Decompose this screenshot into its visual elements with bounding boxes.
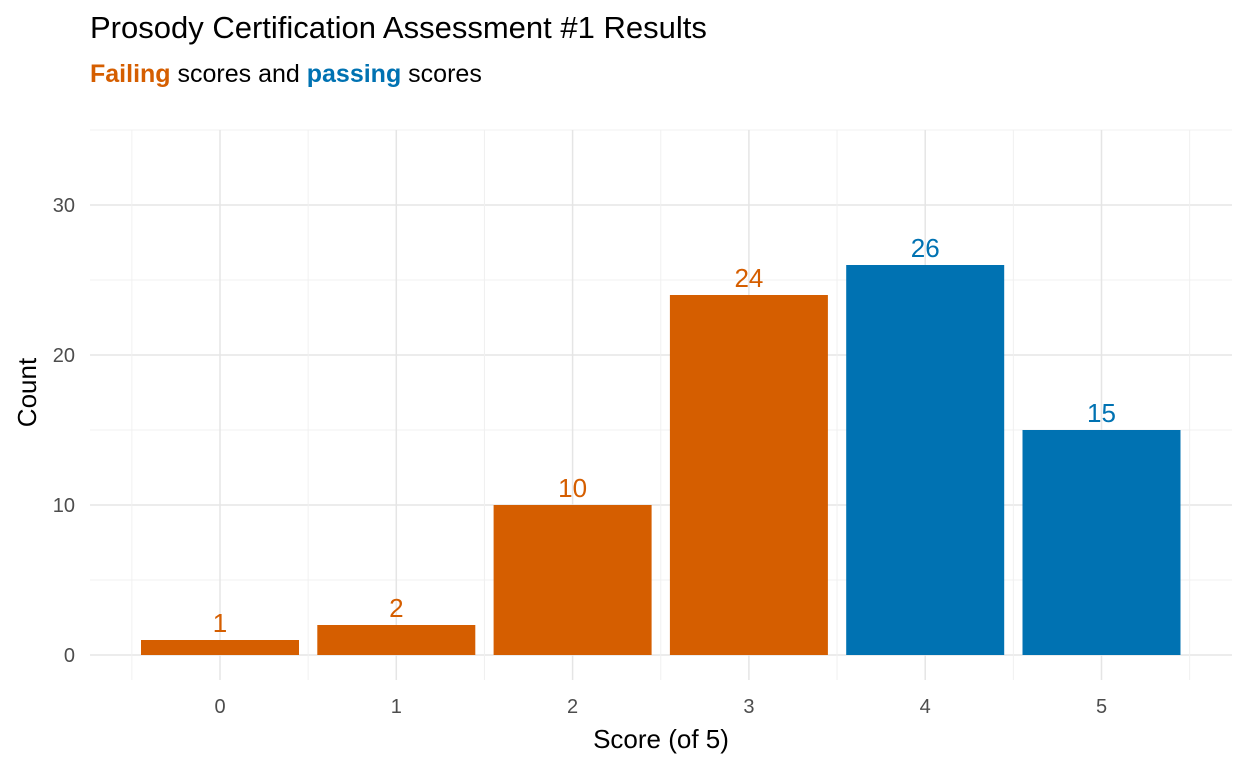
data-label-score-1: 2	[389, 593, 403, 623]
data-label-score-3: 24	[734, 263, 763, 293]
x-axis-ticks: 0 1 2 3 4 5	[214, 696, 1107, 718]
subtitle-end-text: scores	[401, 60, 482, 88]
subtitle-failing-word: Failing	[90, 60, 171, 88]
x-tick-label: 2	[567, 696, 578, 718]
chart-title: Prosody Certification Assessment #1 Resu…	[90, 10, 707, 45]
data-label-score-2: 10	[558, 473, 587, 503]
y-tick-label: 20	[53, 345, 75, 367]
bar-score-5	[1022, 430, 1181, 655]
x-tick-label: 4	[920, 696, 931, 718]
bar-score-4	[846, 265, 1005, 655]
y-axis-ticks: 0 10 20 30	[53, 195, 75, 667]
bar-score-2	[493, 505, 652, 655]
bar-score-0	[141, 640, 299, 655]
bar-score-3	[669, 295, 828, 655]
x-tick-label: 0	[214, 696, 225, 718]
data-label-score-0: 1	[213, 608, 227, 638]
y-tick-label: 10	[53, 495, 75, 517]
chart-subtitle: Failing scores and passing scores	[90, 60, 482, 89]
x-tick-label: 3	[743, 696, 754, 718]
data-labels: 1 2 10 24 26 15	[213, 233, 1116, 638]
bar-score-1	[317, 625, 476, 655]
bars	[141, 265, 1181, 655]
subtitle-middle-text: scores and	[170, 60, 307, 88]
x-tick-label: 1	[391, 696, 402, 718]
data-label-score-4: 26	[911, 233, 940, 263]
y-tick-label: 30	[53, 195, 75, 217]
x-axis-title: Score (of 5)	[593, 724, 729, 754]
subtitle-passing-word: passing	[306, 60, 402, 88]
y-axis-title: Count	[12, 357, 42, 427]
x-tick-label: 5	[1096, 696, 1107, 718]
data-label-score-5: 15	[1087, 398, 1116, 428]
y-tick-label: 0	[64, 645, 75, 667]
